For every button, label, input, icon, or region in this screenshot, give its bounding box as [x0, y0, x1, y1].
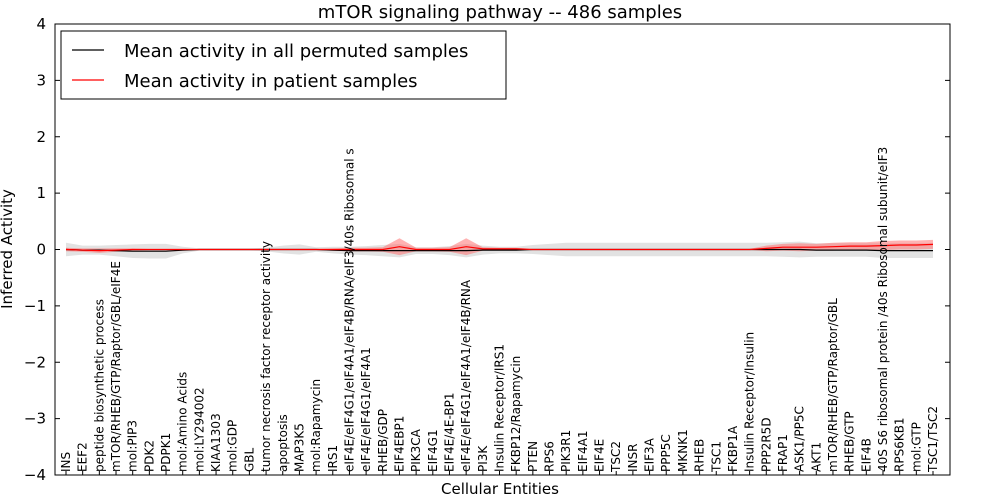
- x-tick-label: TSC1: [709, 441, 723, 473]
- x-tick-label: TSC1/TSC2: [926, 406, 940, 473]
- x-tick-label: PI3K: [476, 445, 490, 472]
- x-tick-label: MAP3K5: [292, 423, 306, 472]
- x-tick-label: 40S S6 ribosomal protein /40s Ribosomal …: [876, 147, 890, 472]
- x-tick-label: FKBP1A: [726, 425, 740, 472]
- x-tick-label: peptide biosynthetic process: [92, 299, 106, 472]
- x-tick-label: PDPK1: [159, 433, 173, 472]
- x-tick-label: AKT1: [809, 442, 823, 472]
- x-tick-label: eIF4E/eIF4G1/eIF4A1: [359, 347, 373, 472]
- y-tick-label: −3: [24, 410, 46, 428]
- x-tick-label: PPP5C: [659, 434, 673, 472]
- x-tick-label: IRS1: [326, 445, 340, 472]
- y-tick-label: −1: [24, 297, 46, 315]
- y-tick-label: 3: [36, 71, 46, 89]
- y-axis-label: Inferred Activity: [0, 189, 16, 309]
- x-tick-label: mol:PIP3: [126, 420, 140, 472]
- x-tick-label: mol:Rapamycin: [309, 379, 323, 472]
- x-tick-label: PDK2: [142, 440, 156, 472]
- y-tick-label: 2: [36, 128, 46, 146]
- x-tick-label: RHEB/GTP: [843, 411, 857, 472]
- y-tick-label: 0: [36, 241, 46, 259]
- x-tick-label: EIF4A1: [576, 430, 590, 472]
- x-tick-label: PPP2R5D: [759, 417, 773, 472]
- x-tick-label: EIF4B: [859, 438, 873, 472]
- x-tick-label: Insulin Receptor/IRS1: [493, 344, 507, 472]
- legend-label-permuted: Mean activity in all permuted samples: [124, 41, 468, 62]
- x-tick-label: mol:GTP: [909, 422, 923, 472]
- x-tick-label: FRAP1: [776, 434, 790, 472]
- x-tick-label: RHEB: [693, 439, 707, 472]
- x-tick-label: FKBP12/Rapamycin: [509, 356, 523, 472]
- x-tick-label: KIAA1303: [209, 413, 223, 472]
- plot-frame: [54, 23, 951, 476]
- x-tick-label: mol:Amino Acids: [176, 372, 190, 472]
- x-tick-label: PIK3CA: [409, 428, 423, 472]
- x-tick-label: ASK1/PP5C: [793, 406, 807, 472]
- x-tick-label: EIF4EBP1: [393, 416, 407, 472]
- x-tick-label: apoptosis: [276, 414, 290, 472]
- y-tick-label: 1: [36, 184, 46, 202]
- legend-label-patient: Mean activity in patient samples: [124, 71, 418, 92]
- x-tick-label: EEF2: [76, 442, 90, 472]
- legend-box: [60, 30, 507, 100]
- x-tick-label: MKNK1: [676, 429, 690, 472]
- x-tick-label: mol:GDP: [226, 420, 240, 472]
- x-tick-label: PIK3R1: [559, 430, 573, 472]
- x-tick-label: eIF4E/eIF4G1/eIF4A1/eIF4B/RNA/eIF3/40s R…: [342, 148, 356, 472]
- y-tick-label: −4: [24, 466, 46, 484]
- x-tick-label: INSR: [626, 444, 640, 472]
- x-tick-label: PTEN: [526, 441, 540, 472]
- chart-title: mTOR signaling pathway -- 486 samples: [318, 2, 682, 23]
- x-tick-label: RPS6KB1: [893, 417, 907, 472]
- series-line-patient: [65, 243, 934, 252]
- x-axis-label: Cellular Entities: [441, 480, 559, 498]
- x-tick-label: GBL: [242, 447, 256, 472]
- x-tick-label: eIF4E/eIF4G1/eIF4A1/eIF4B/RNA: [459, 279, 473, 472]
- x-tick-label: EIF4E/4E-BP1: [443, 392, 457, 472]
- x-tick-label: mTOR/RHEB/GTP/Raptor/GBL: [826, 298, 840, 472]
- x-tick-label: tumor necrosis factor receptor activity: [259, 241, 273, 472]
- x-tick-label: RPS6: [543, 441, 557, 472]
- x-tick-label: TSC2: [609, 441, 623, 473]
- y-tick-label: −2: [24, 353, 46, 371]
- x-tick-label: mol:LY294002: [192, 387, 206, 472]
- x-tick-label: EIF3A: [643, 437, 657, 472]
- x-tick-label: Insulin Receptor/Insulin: [743, 332, 757, 472]
- x-tick-label: RHEB/GDP: [376, 409, 390, 472]
- x-tick-label: EIF4E: [593, 439, 607, 472]
- legend: Mean activity in all permuted samples Me…: [60, 30, 507, 100]
- x-tick-label: INS: [59, 452, 73, 472]
- x-tick-label: EIF4G1: [426, 429, 440, 472]
- x-tick-label: mTOR/RHEB/GTP/Raptor/GBL/eIF4E: [109, 261, 123, 472]
- y-tick-label: 4: [36, 15, 46, 33]
